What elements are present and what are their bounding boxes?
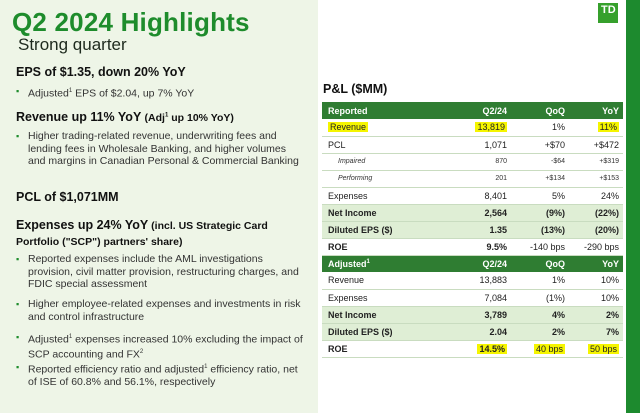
table-row: Revenue 13,819 1% 11%	[322, 119, 623, 137]
page-title: Q2 2024 Highlights	[12, 7, 250, 37]
revenue-heading: Revenue up 11% YoY (Adj1 up 10% YoY)	[16, 110, 234, 124]
table-row: Diluted EPS ($) 1.35 (13%) (20%)	[322, 221, 623, 239]
brand-side-bar	[626, 0, 640, 413]
table-row: Expenses 8,401 5% 24%	[322, 187, 623, 205]
td-logo: TD	[598, 3, 618, 23]
eps-heading: EPS of $1.35, down 20% YoY	[16, 65, 186, 79]
eps-bullet: Adjusted1 EPS of $2.04, up 7% YoY	[16, 85, 303, 100]
page-subtitle: Strong quarter	[18, 35, 127, 54]
expenses-bullet-1: Reported expenses include the AML invest…	[16, 253, 303, 291]
table-row: Expenses 7,084 (1%) 10%	[322, 289, 623, 307]
expenses-bullet-2: Higher employee-related expenses and inv…	[16, 298, 303, 323]
expenses-bullet-3: Adjusted1 expenses increased 10% excludi…	[16, 331, 303, 361]
table-row: Impaired 870 -$64 +$319	[322, 153, 623, 171]
reported-header-row: Reported Q2/24 QoQ YoY	[322, 102, 623, 119]
expenses-heading: Expenses up 24% YoY (incl. US Strategic …	[16, 218, 268, 248]
table-row: ROE 9.5% -140 bps -290 bps	[322, 238, 623, 256]
table-row: Revenue 13,883 1% 10%	[322, 272, 623, 290]
pl-table: Reported Q2/24 QoQ YoY Revenue 13,819 1%…	[322, 102, 623, 358]
table-row: ROE 14.5% 40 bps 50 bps	[322, 340, 623, 358]
table-row: Net Income 3,789 4% 2%	[322, 306, 623, 324]
table-row: Performing 201 +$134 +$153	[322, 170, 623, 188]
logo-text: TD	[601, 4, 616, 16]
expenses-bullet-4: Reported efficiency ratio and adjusted1 …	[16, 361, 303, 389]
adjusted-header-row: Adjusted1 Q2/24 QoQ YoY	[322, 255, 623, 272]
revenue-bullet: Higher trading-related revenue, underwri…	[16, 130, 303, 168]
pcl-heading: PCL of $1,071MM	[16, 190, 119, 204]
table-row: PCL 1,071 +$70 +$472	[322, 136, 623, 154]
pl-title: P&L ($MM)	[323, 82, 388, 96]
table-row: Diluted EPS ($) 2.04 2% 7%	[322, 323, 623, 341]
table-row: Net Income 2,564 (9%) (22%)	[322, 204, 623, 222]
